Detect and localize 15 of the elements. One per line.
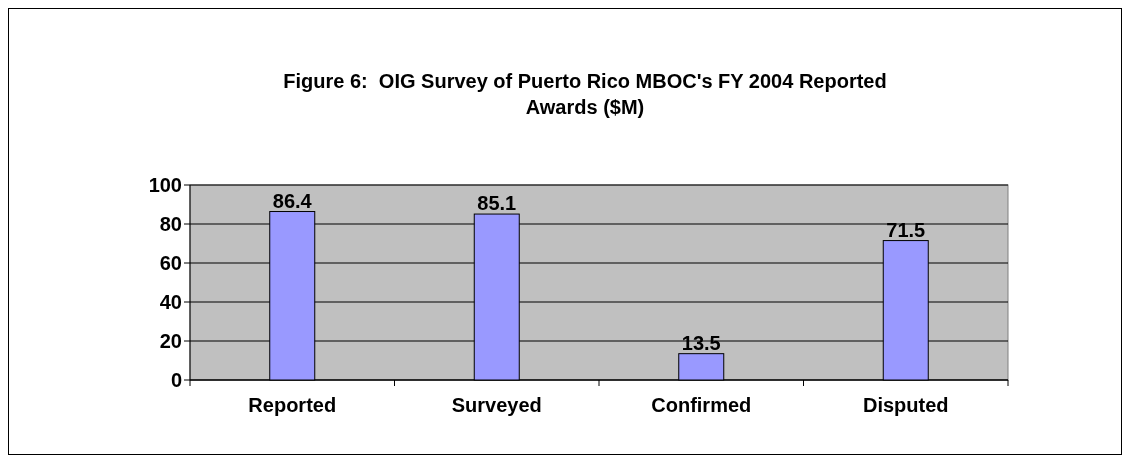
x-tick-label: Reported: [248, 394, 337, 416]
data-label: 13.5: [681, 331, 721, 354]
y-tick-label: 60: [159, 252, 182, 274]
y-tick-label: 100: [148, 174, 182, 196]
x-tick-label: Confirmed: [651, 394, 752, 416]
data-label: 71.5: [886, 218, 926, 241]
x-tick-label: Surveyed: [451, 394, 542, 416]
y-tick-label: 40: [159, 291, 182, 313]
x-tick-label: Disputed: [862, 394, 949, 416]
y-tick-label: 80: [159, 213, 182, 235]
chart-title: Figure 6: OIG Survey of Puerto Rico MBOC's FY 2004 Reported Awards ($M): [283, 70, 887, 118]
y-tick-label: 0: [170, 369, 182, 391]
data-label: 85.1: [477, 192, 517, 215]
y-tick-label: 20: [159, 330, 182, 352]
data-label: 86.4: [272, 189, 313, 212]
